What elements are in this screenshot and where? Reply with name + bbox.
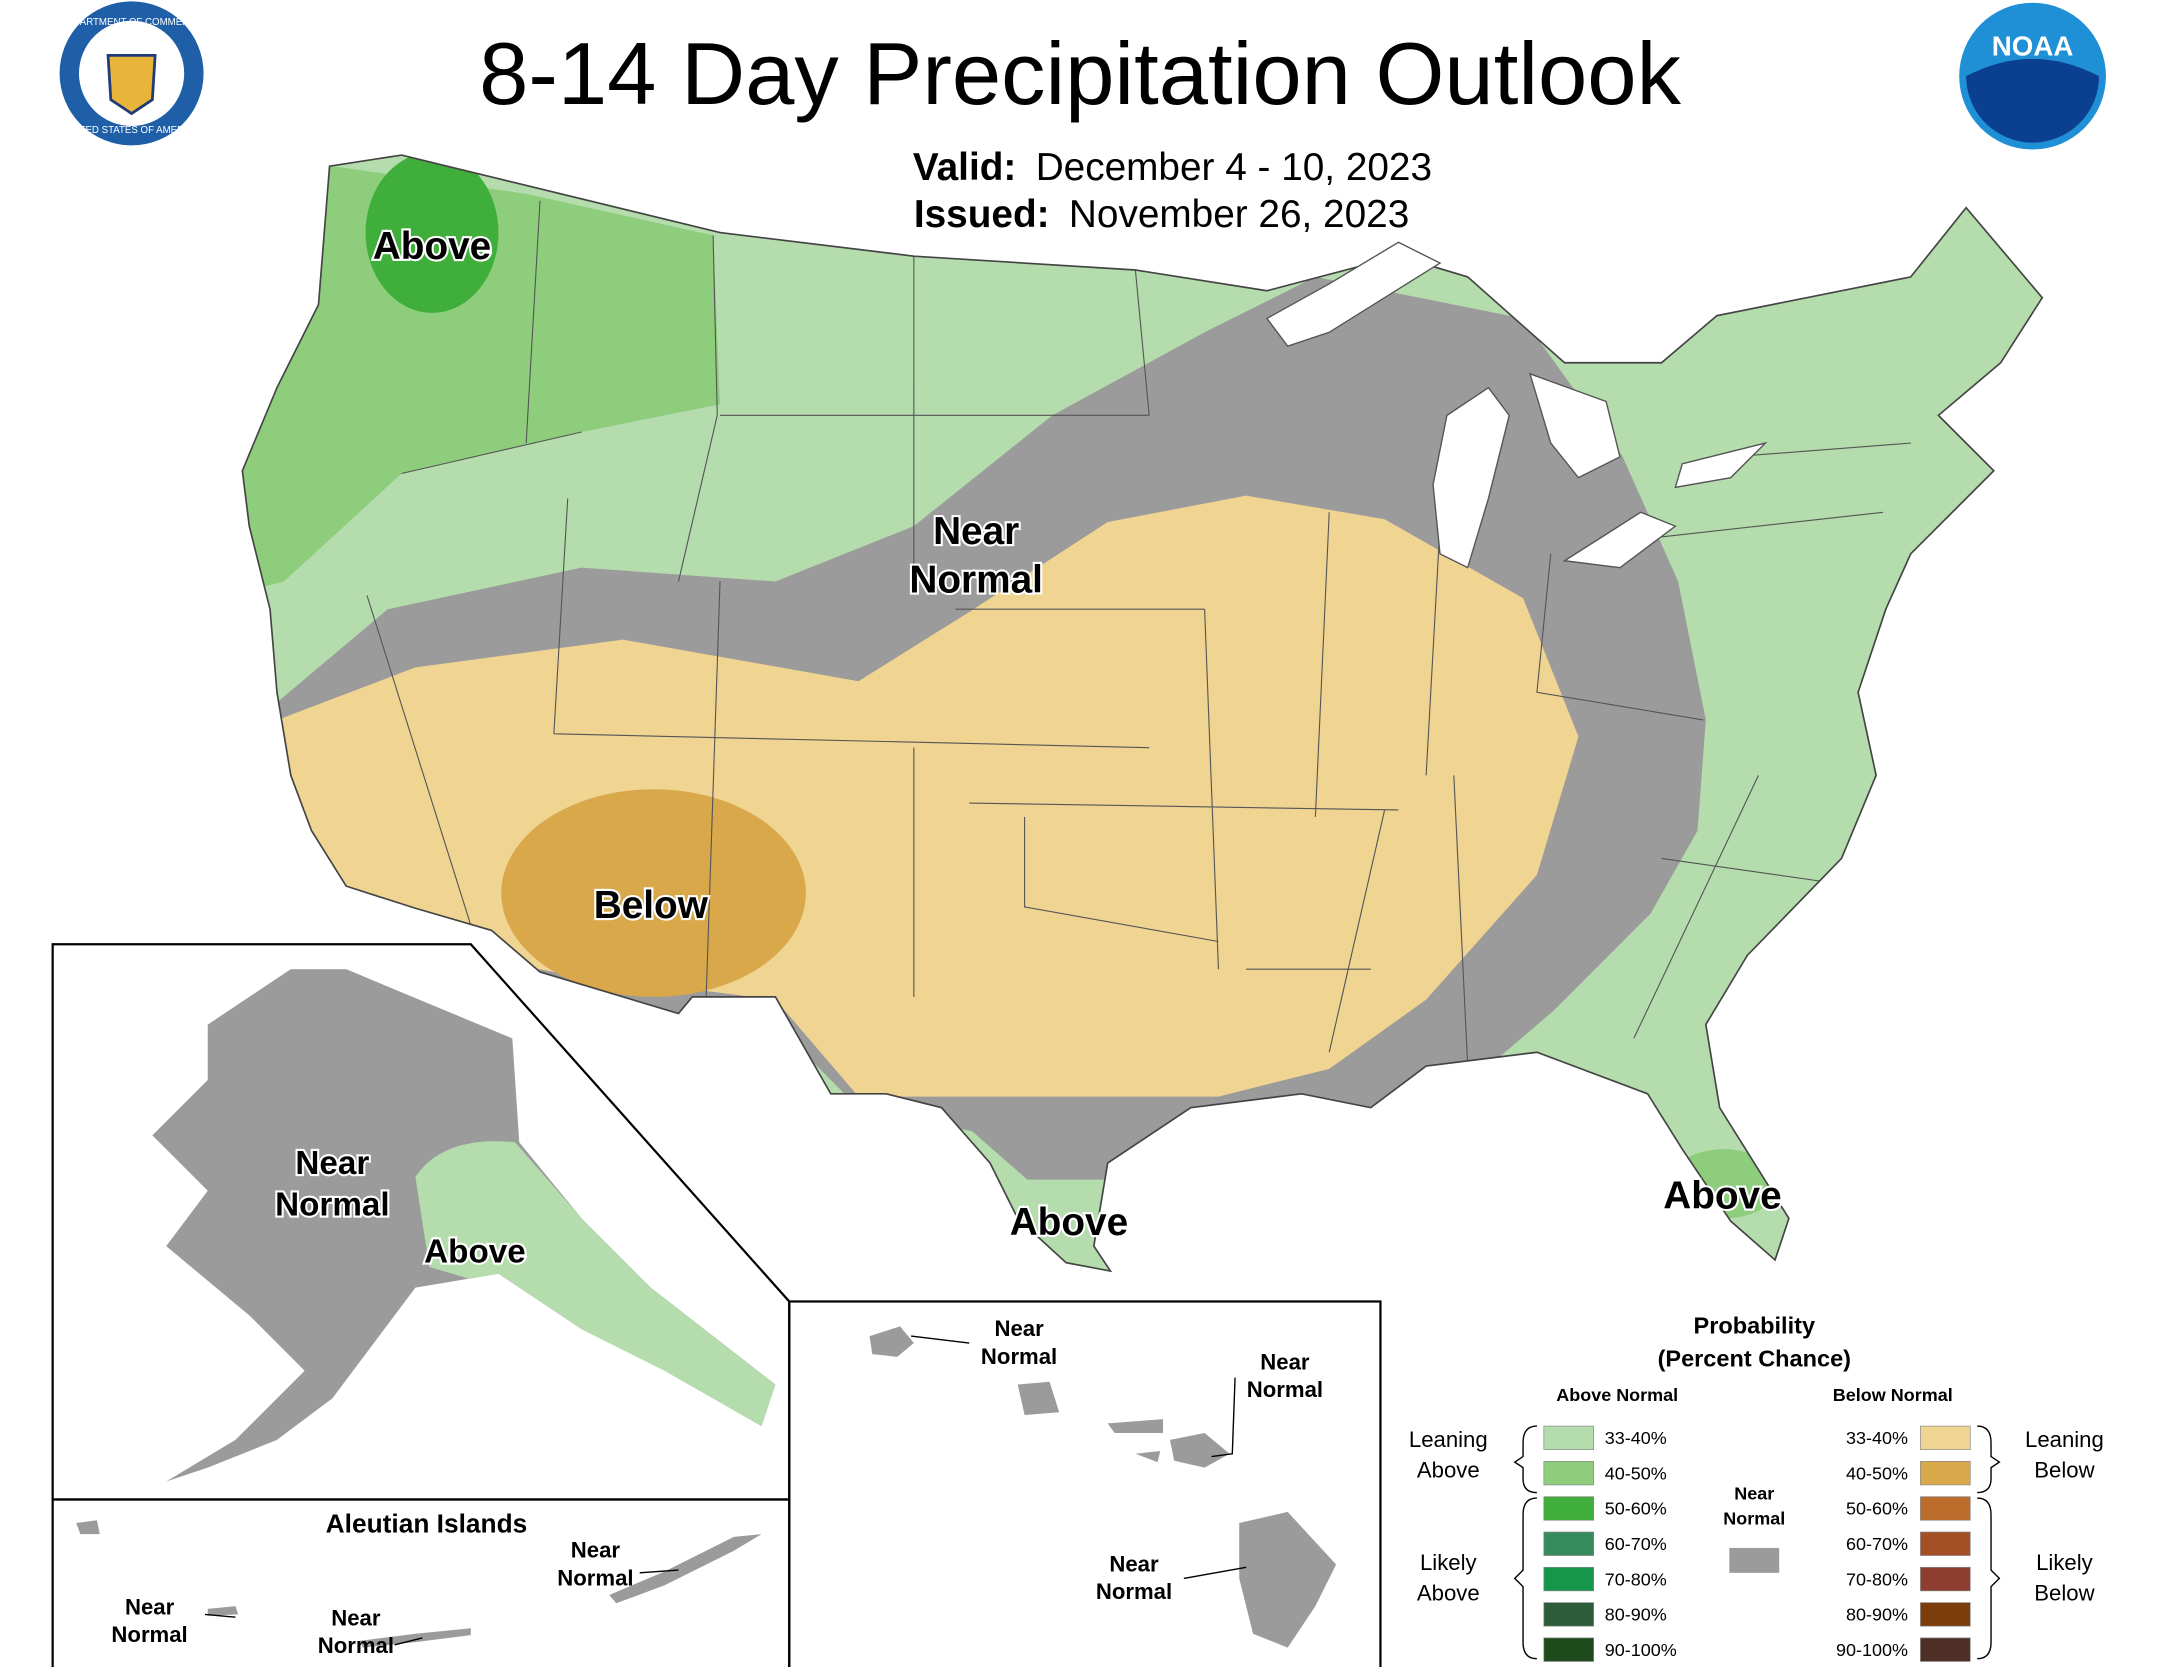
legend: Probability (Percent Chance) Above Norma… xyxy=(1409,1312,2104,1662)
conus-map xyxy=(242,155,2043,1272)
legend-range: 60-70% xyxy=(1605,1534,1667,1554)
legend-range: 33-40% xyxy=(1605,1428,1667,1448)
legend-swatch xyxy=(1920,1531,1971,1556)
region-label: Near xyxy=(125,1594,175,1619)
legend-header: Above Normal xyxy=(1556,1385,1678,1405)
legend-swatch xyxy=(1920,1496,1971,1521)
legend-swatch xyxy=(1543,1531,1595,1556)
legend-range: 60-70% xyxy=(1846,1534,1908,1554)
legend-swatch xyxy=(1920,1461,1971,1486)
legend-range: 50-60% xyxy=(1605,1499,1667,1519)
great-lakes xyxy=(1265,241,1768,569)
legend-range: 80-90% xyxy=(1605,1605,1667,1625)
legend-range: 33-40% xyxy=(1846,1428,1908,1448)
hawaiian-islands xyxy=(869,1326,1337,1648)
legend-group: Likely xyxy=(2036,1550,2094,1575)
legend-range: 90-100% xyxy=(1836,1640,1908,1660)
region-near-normal xyxy=(152,969,776,1482)
valid-dates: December 4 - 10, 2023 xyxy=(1036,146,1432,189)
region-label: Normal xyxy=(318,1633,394,1658)
legend-swatch xyxy=(1920,1425,1971,1450)
legend-swatch xyxy=(1543,1461,1595,1486)
leader-line xyxy=(204,1569,679,1646)
legend-group: Above xyxy=(1417,1581,1480,1606)
title: 8-14 Day Precipitation Outlook xyxy=(479,24,1681,123)
legend-header: Below Normal xyxy=(1833,1385,1953,1405)
region-leaning-above-40 xyxy=(242,155,721,596)
legend-group: Likely xyxy=(1420,1550,1478,1575)
region-label: Normal xyxy=(1096,1579,1172,1604)
region-label: Near xyxy=(331,1605,381,1630)
conus-outline xyxy=(241,154,2044,1273)
legend-near-label: Near xyxy=(1734,1483,1774,1503)
legend-group: Above xyxy=(1417,1457,1480,1482)
commerce-seal: DEPARTMENT OF COMMERCE UNITED STATES OF … xyxy=(59,1,204,146)
region-label: Below xyxy=(594,884,709,927)
region-label: Near xyxy=(933,510,1019,553)
region-label: Normal xyxy=(1247,1377,1323,1402)
noaa-text: NOAA xyxy=(1992,30,2074,61)
legend-swatch xyxy=(1543,1566,1595,1592)
region-label: Near xyxy=(994,1316,1044,1341)
region-label: Above xyxy=(424,1234,526,1271)
legend-range: 40-50% xyxy=(1846,1463,1908,1483)
region-label: Near xyxy=(295,1145,369,1182)
region-label: Above xyxy=(373,225,491,268)
region-label: Normal xyxy=(981,1344,1057,1369)
legend-bracket xyxy=(1513,1425,2001,1660)
legend-subtitle: (Percent Chance) xyxy=(1658,1346,1851,1372)
legend-swatch xyxy=(1543,1425,1595,1450)
legend-swatch xyxy=(1920,1602,1971,1627)
legend-swatch xyxy=(1920,1566,1971,1592)
region-label: Normal xyxy=(111,1622,187,1647)
legend-range: 70-80% xyxy=(1846,1569,1908,1589)
legend-near-swatch xyxy=(1729,1547,1780,1573)
legend-title: Probability xyxy=(1694,1312,1816,1338)
inset-title: Aleutian Islands xyxy=(326,1509,528,1539)
alaska-map xyxy=(152,969,776,1482)
legend-swatch xyxy=(1543,1637,1595,1662)
noaa-logo: NOAA xyxy=(1959,2,2106,150)
region-label: Near xyxy=(1260,1349,1310,1374)
legend-swatch xyxy=(1543,1496,1595,1521)
legend-range: 80-90% xyxy=(1846,1605,1908,1625)
seal-text: UNITED STATES OF AMERICA xyxy=(63,125,201,136)
legend-range: 50-60% xyxy=(1846,1499,1908,1519)
seal-text: DEPARTMENT OF COMMERCE xyxy=(61,17,204,28)
region-label: Near xyxy=(1109,1551,1159,1576)
hawaii-inset-frame xyxy=(788,1300,1382,1667)
leader-line xyxy=(911,1335,1247,1580)
legend-range: 90-100% xyxy=(1605,1640,1677,1660)
legend-range: 70-80% xyxy=(1605,1569,1667,1589)
legend-group: Leaning xyxy=(2025,1427,2104,1452)
issued-label: Issued: xyxy=(914,193,1050,236)
legend-group: Leaning xyxy=(1409,1427,1488,1452)
region-label: Above xyxy=(1663,1175,1781,1218)
legend-near-label: Normal xyxy=(1723,1508,1785,1528)
region-label: Normal xyxy=(275,1187,389,1224)
legend-swatch xyxy=(1543,1602,1595,1627)
issued-date: November 26, 2023 xyxy=(1069,193,1409,236)
legend-group: Below xyxy=(2034,1457,2095,1482)
region-label: Normal xyxy=(909,559,1043,602)
region-leaning-above xyxy=(415,1141,776,1440)
region-label: Normal xyxy=(557,1565,633,1590)
region-leaning-below-40 xyxy=(501,789,806,997)
valid-label: Valid: xyxy=(913,146,1016,189)
region-likely-above xyxy=(365,155,499,313)
legend-range: 40-50% xyxy=(1605,1463,1667,1483)
region-label: Above xyxy=(1010,1201,1128,1244)
legend-swatch xyxy=(1920,1637,1971,1662)
region-label: Near xyxy=(571,1538,621,1563)
legend-group: Below xyxy=(2034,1581,2095,1606)
